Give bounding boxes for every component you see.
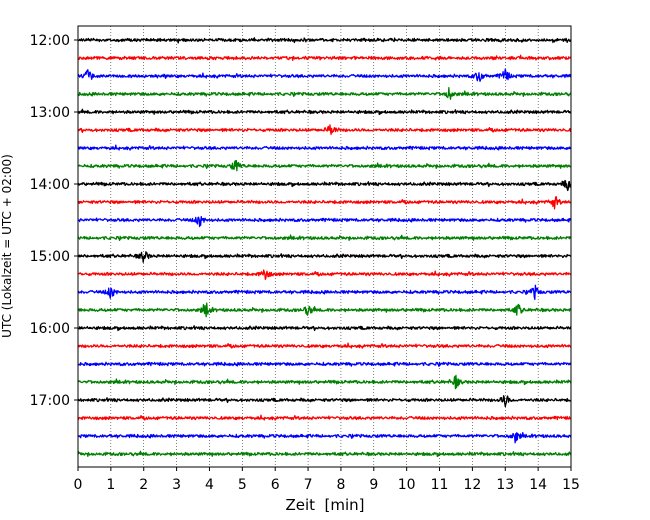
trace-line	[77, 325, 572, 332]
y-tick-label: 12:00	[30, 33, 70, 49]
trace-line	[77, 361, 572, 367]
x-tick-label: 6	[271, 477, 280, 493]
trace-line	[77, 251, 572, 263]
x-tick-label: 4	[205, 477, 214, 493]
x-axis: 0 1 2 3 4 5 6 7 8 9 10 11 12 13 14 15	[74, 467, 580, 493]
trace-line	[77, 37, 572, 44]
x-tick-label: 9	[369, 477, 378, 493]
y-tick-label: 16:00	[30, 321, 70, 337]
x-tick-label: 12	[463, 477, 481, 493]
x-tick-label: 8	[336, 477, 345, 493]
trace-line	[77, 179, 572, 192]
y-axis-label: UTC (Lokalzeit = UTC + 02:00)	[0, 154, 14, 338]
trace-line	[77, 54, 572, 61]
x-axis-label: Zeit [min]	[285, 496, 364, 514]
x-tick-label: 3	[172, 477, 181, 493]
trace-line	[77, 108, 572, 116]
trace-line	[77, 269, 572, 280]
x-tick-label: 14	[529, 477, 547, 493]
x-tick-label: 7	[304, 477, 313, 493]
trace-line	[77, 302, 572, 318]
trace-line	[77, 284, 572, 301]
x-tick-label: 0	[74, 477, 83, 493]
trace-line	[77, 234, 572, 241]
x-tick-label: 15	[562, 477, 580, 493]
trace-line	[77, 124, 572, 136]
x-tick-label: 2	[139, 477, 148, 493]
trace-line	[77, 450, 572, 458]
trace-line	[77, 144, 572, 151]
trace-group	[77, 37, 572, 458]
trace-line	[77, 68, 572, 82]
trace-line	[77, 215, 572, 228]
y-tick-label: 14:00	[30, 177, 70, 193]
x-tick-label: 1	[106, 477, 115, 493]
y-tick-label: 13:00	[30, 105, 70, 121]
x-tick-label: 10	[398, 477, 416, 493]
trace-line	[77, 87, 572, 100]
x-tick-label: 13	[496, 477, 514, 493]
trace-line	[77, 374, 572, 390]
trace-line	[77, 395, 572, 408]
trace-line	[77, 342, 572, 349]
trace-line	[77, 195, 572, 210]
x-tick-label: 5	[238, 477, 247, 493]
y-axis: 12:00 13:00 14:00 15:00 16:00 17:00	[30, 33, 78, 409]
plot-frame	[77, 25, 572, 468]
y-tick-label: 17:00	[30, 393, 70, 409]
trace-line	[77, 159, 572, 172]
trace-line	[77, 414, 572, 421]
x-tick-label: 11	[431, 477, 449, 493]
trace-line	[77, 431, 572, 444]
y-tick-label: 15:00	[30, 249, 70, 265]
